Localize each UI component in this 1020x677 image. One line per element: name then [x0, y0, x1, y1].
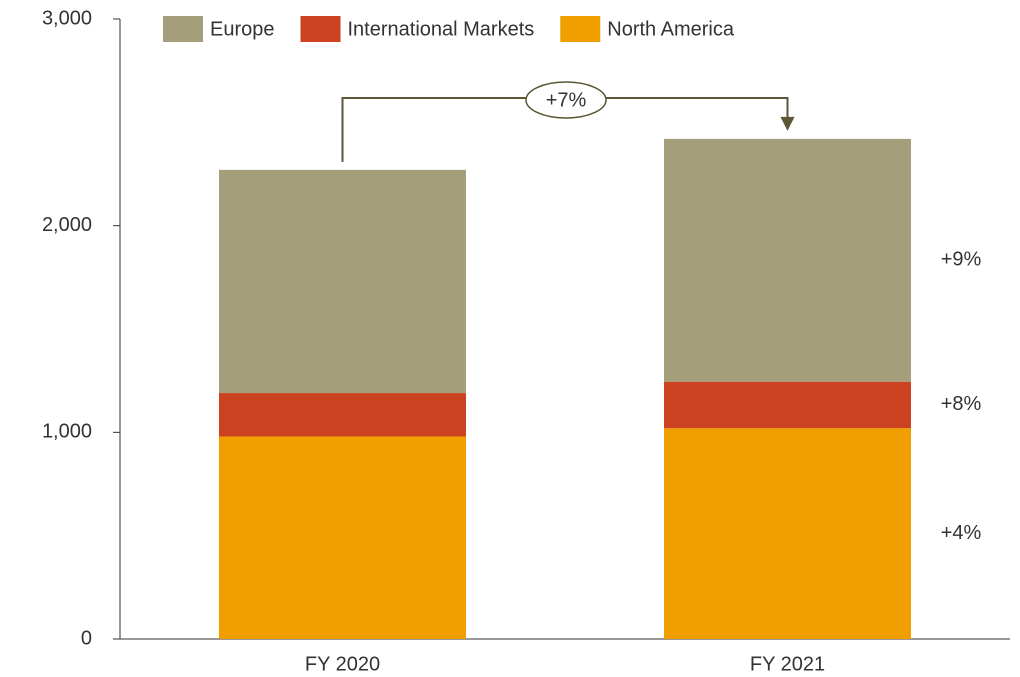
y-tick-label: 1,000 [42, 421, 92, 443]
growth-label: +4% [941, 522, 982, 544]
x-tick-label: FY 2020 [305, 653, 380, 675]
bar-segment [664, 138, 911, 382]
y-tick-label: 0 [81, 627, 92, 649]
growth-badge [525, 81, 607, 119]
legend-label: Europe [210, 18, 275, 40]
bar-segment [664, 428, 911, 639]
legend-swatch [300, 16, 341, 42]
bar-segment [664, 381, 911, 429]
y-tick-label: 2,000 [42, 214, 92, 236]
growth-label: +8% [941, 393, 982, 415]
x-tick-label: FY 2021 [750, 653, 825, 675]
bar-segment [219, 169, 466, 394]
legend-label: North America [607, 18, 735, 40]
bar-segment [219, 393, 466, 437]
y-tick-label: 3,000 [42, 7, 92, 29]
total-growth-label: +7% [546, 89, 587, 111]
legend-swatch [560, 16, 601, 42]
legend-label: International Markets [348, 18, 535, 40]
arrowhead [780, 116, 795, 131]
growth-label: +9% [941, 249, 982, 271]
legend-swatch [163, 16, 203, 42]
bar-segment [219, 436, 466, 639]
